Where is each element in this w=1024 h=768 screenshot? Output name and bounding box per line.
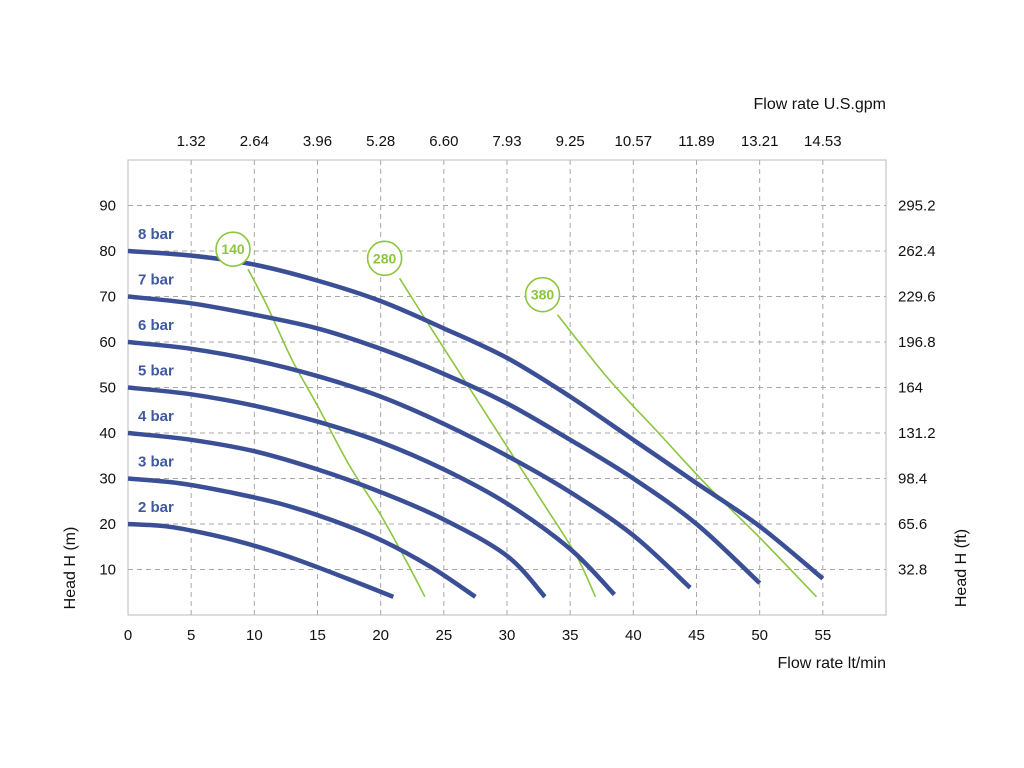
series-line-6-bar — [127, 339, 692, 590]
x2-tick-label: 6.60 — [429, 133, 458, 150]
series-label-7-bar: 7 bar — [138, 272, 174, 289]
x-tick-label: 15 — [309, 627, 326, 644]
iso-line-140 — [247, 268, 426, 598]
x2-tick-label: 9.25 — [556, 133, 585, 150]
series-line-8-bar — [127, 248, 825, 581]
y2-tick-label: 196.8 — [898, 334, 936, 351]
y-tick-label: 30 — [99, 471, 116, 488]
x2-tick-label: 7.93 — [492, 133, 521, 150]
series-line-2-bar — [127, 521, 395, 599]
x2-tick-label: 3.96 — [303, 133, 332, 150]
x-tick-label: 10 — [246, 627, 263, 644]
iso-badge-280 — [366, 240, 403, 277]
iso-badge-380 — [524, 276, 561, 313]
y2-tick-label: 229.6 — [898, 289, 936, 306]
series-label-8-bar: 8 bar — [138, 226, 174, 243]
iso-label-280: 280 — [373, 250, 397, 266]
x-axis-ticks: 0 5 10 15 20 25 30 35 40 45 50 55 — [124, 627, 831, 644]
x2-tick-label: 1.32 — [177, 133, 206, 150]
top-axis-ticks: 1.32 2.64 3.96 5.28 6.60 7.93 9.25 10.57 11.89 13… — [177, 133, 842, 150]
y-tick-label: 20 — [99, 516, 116, 533]
x2-tick-label: 14.53 — [804, 133, 842, 150]
iso-line-380 — [556, 314, 818, 598]
y-tick-label: 70 — [99, 289, 116, 306]
x2-tick-label: 13.21 — [741, 133, 779, 150]
series-labels: 2 bar 3 bar 4 bar 5 bar 6 bar 7 bar 8 bar — [138, 226, 174, 516]
y-tick-label: 80 — [99, 243, 116, 260]
right-axis-ticks: 32.8 65.6 98.4 131.2 164 196.8 229.6 262.4 295.2 — [898, 198, 936, 579]
y-tick-label: 90 — [99, 198, 116, 215]
y2-tick-label: 262.4 — [898, 243, 936, 260]
series-line-5-bar — [127, 385, 617, 597]
x-tick-label: 50 — [751, 627, 768, 644]
y2-tick-label: 295.2 — [898, 198, 936, 215]
y-axis-title: Head H (m) — [62, 527, 79, 610]
y-tick-label: 10 — [99, 562, 116, 579]
x-tick-label: 5 — [187, 627, 195, 644]
y2-tick-label: 32.8 — [898, 562, 927, 579]
iso-label-140: 140 — [221, 241, 245, 257]
x-tick-label: 45 — [688, 627, 705, 644]
x-tick-label: 30 — [499, 627, 516, 644]
y2-axis-title: Head H (ft) — [953, 529, 970, 607]
x-tick-label: 55 — [814, 627, 831, 644]
series-lines — [127, 248, 825, 599]
x2-tick-label: 2.64 — [240, 133, 269, 150]
series-label-3-bar: 3 bar — [138, 454, 174, 471]
x2-tick-label: 11.89 — [678, 133, 714, 150]
series-line-3-bar — [127, 476, 477, 599]
series-label-2-bar: 2 bar — [138, 499, 174, 516]
y2-tick-label: 98.4 — [898, 471, 927, 488]
iso-label-380: 380 — [531, 287, 555, 303]
x2-axis-title: Flow rate U.S.gpm — [754, 96, 886, 113]
x-tick-label: 40 — [625, 627, 642, 644]
x-tick-label: 20 — [372, 627, 389, 644]
series-label-5-bar: 5 bar — [138, 363, 174, 380]
x2-tick-label: 10.57 — [615, 133, 653, 150]
series-label-6-bar: 6 bar — [138, 317, 174, 334]
iso-badge-140 — [215, 231, 251, 267]
x-axis-title: Flow rate lt/min — [778, 655, 886, 672]
y2-tick-label: 164 — [898, 380, 923, 397]
x2-tick-label: 5.28 — [366, 133, 395, 150]
x-tick-label: 35 — [562, 627, 579, 644]
y-tick-label: 50 — [99, 380, 116, 397]
y-axis-ticks: 10 20 30 40 50 60 70 80 90 — [99, 198, 116, 579]
iso-labels: 140 280 380 — [215, 231, 561, 313]
grid — [128, 160, 886, 615]
y-tick-label: 60 — [99, 334, 116, 351]
y2-tick-label: 65.6 — [898, 516, 927, 533]
x-tick-label: 25 — [435, 627, 452, 644]
series-label-4-bar: 4 bar — [138, 408, 174, 425]
y2-tick-label: 131.2 — [898, 425, 936, 442]
x-tick-label: 0 — [124, 627, 132, 644]
series-line-4-bar — [127, 430, 547, 599]
y-tick-label: 40 — [99, 425, 116, 442]
series-line-7-bar — [127, 294, 762, 585]
